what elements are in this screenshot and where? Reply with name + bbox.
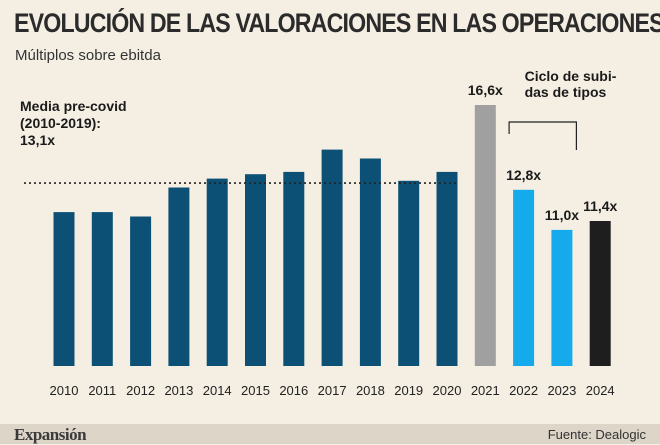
brand-logo: Expansión [14, 425, 87, 444]
bar-2016 [283, 171, 305, 366]
x-tick-label-2012: 2012 [126, 383, 155, 398]
bar-2021 [474, 105, 496, 366]
bar-2013 [168, 187, 190, 366]
reference-label-line-1: Media pre-covid [20, 98, 127, 114]
annotation-bracket [508, 121, 577, 150]
x-tick-label-2014: 2014 [203, 383, 232, 398]
x-tick-label-2018: 2018 [356, 383, 385, 398]
x-tick-label-2020: 2020 [433, 383, 462, 398]
bar-2015 [245, 174, 266, 366]
data-label-2021: 16,6x [468, 82, 503, 98]
x-tick-label-2023: 2023 [547, 383, 576, 398]
data-label-2022: 12,8x [506, 167, 541, 183]
annotation-text-line-1: Ciclo de subi- [525, 68, 617, 84]
x-tick-label-2011: 2011 [88, 383, 116, 398]
x-tick-label-2010: 2010 [50, 383, 79, 398]
bar-2019 [398, 180, 420, 366]
bar-2018 [359, 158, 381, 366]
x-tick-label-2013: 2013 [164, 383, 193, 398]
bar-chart: 2010 2011 2012 2013 2014 2015 2016 2017 2018 2019… [20, 68, 618, 398]
data-label-2024: 11,4x [583, 198, 617, 214]
source-note: Fuente: Dealogic [547, 427, 646, 442]
bar-2017 [321, 149, 343, 366]
x-tick-label-2021: 2021 [471, 383, 500, 398]
x-tick-label-2017: 2017 [318, 383, 347, 398]
bar-2023 [551, 229, 573, 366]
bar-2011 [91, 212, 113, 366]
x-tick-label-2016: 2016 [279, 383, 308, 398]
chart-title: EVOLUCIÓN DE LAS VALORACIONES EN LAS OPE… [14, 8, 660, 38]
bar-2024 [589, 221, 611, 366]
reference-label-line-2: (2010-2019): [20, 115, 101, 131]
bar-2020 [436, 171, 458, 366]
reference-label-line-3: 13,1x [20, 132, 55, 148]
footer-bar: Expansión Fuente: Dealogic [0, 424, 660, 444]
x-tick-label-2015: 2015 [241, 383, 270, 398]
x-tick-label-2024: 2024 [586, 383, 615, 398]
chart-subtitle: Múltiplos sobre ebitda [15, 47, 161, 64]
bar-2010 [53, 212, 75, 366]
bar-2022 [513, 189, 535, 366]
x-tick-label-2022: 2022 [509, 383, 538, 398]
annotation-text-line-2: das de tipos [525, 84, 607, 100]
bar-2014 [206, 178, 228, 366]
x-tick-label-2019: 2019 [394, 383, 423, 398]
data-label-2023: 11,0x [545, 207, 579, 223]
bar-2012 [130, 216, 152, 366]
